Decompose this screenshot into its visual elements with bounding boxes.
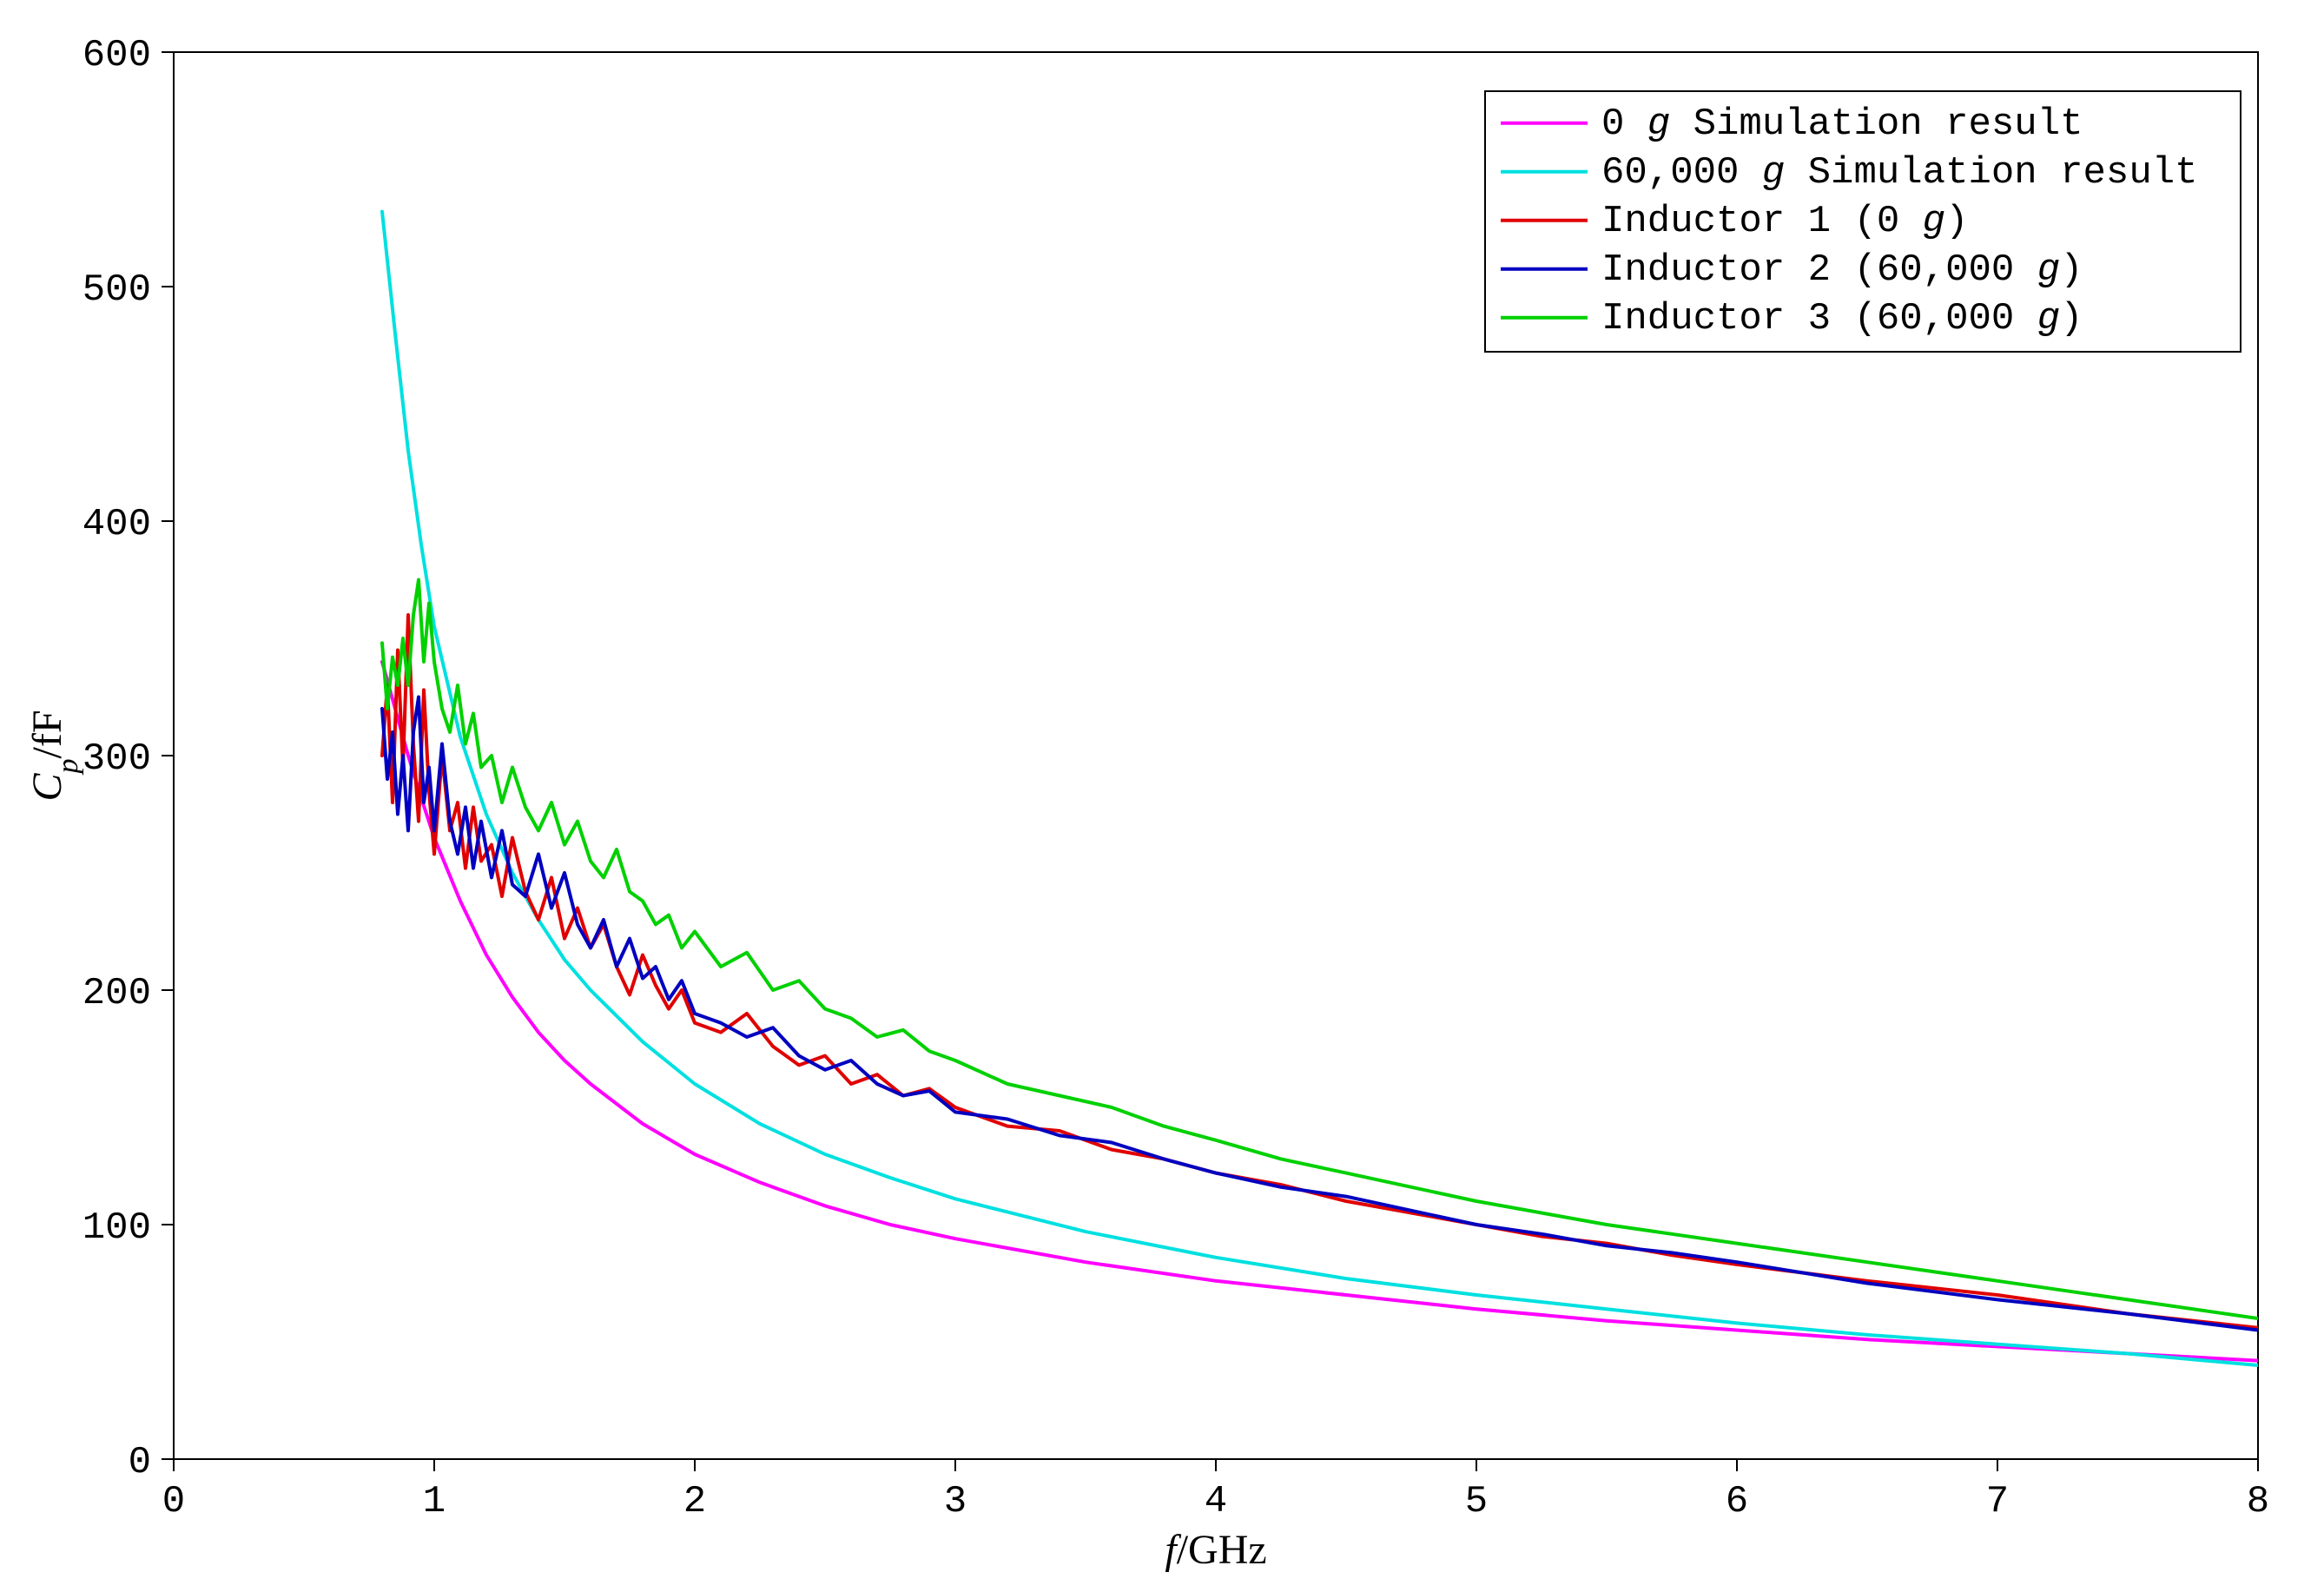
x-tick-label: 7 xyxy=(1986,1480,2009,1523)
x-tick-label: 6 xyxy=(1726,1480,1748,1523)
x-axis-label: f/GHz xyxy=(1165,1527,1266,1573)
legend-label-ind3: Inductor 3 (60,000 g) xyxy=(1601,297,2083,340)
legend-label-sim_60kg: 60,000 g Simulation result xyxy=(1601,151,2198,195)
y-tick-label: 500 xyxy=(83,268,151,312)
x-tick-label: 8 xyxy=(2247,1480,2269,1523)
y-tick-label: 600 xyxy=(83,34,151,77)
legend-label-sim_0g: 0 g Simulation result xyxy=(1601,102,2083,146)
y-tick-label: 400 xyxy=(83,503,151,546)
x-tick-label: 5 xyxy=(1465,1480,1488,1523)
chart-container: 0123456780100200300400500600f/GHzCp/fF0 … xyxy=(0,0,2324,1592)
chart-svg: 0123456780100200300400500600f/GHzCp/fF0 … xyxy=(0,0,2324,1592)
x-tick-label: 4 xyxy=(1205,1480,1227,1523)
y-tick-label: 100 xyxy=(83,1206,151,1250)
legend-label-ind2: Inductor 2 (60,000 g) xyxy=(1601,248,2083,292)
x-tick-label: 2 xyxy=(683,1480,706,1523)
y-tick-label: 0 xyxy=(129,1441,151,1484)
y-tick-label: 300 xyxy=(83,737,151,781)
legend-label-ind1: Inductor 1 (0 g) xyxy=(1601,200,1968,243)
y-tick-label: 200 xyxy=(83,972,151,1015)
x-tick-label: 0 xyxy=(162,1480,185,1523)
x-tick-label: 3 xyxy=(944,1480,967,1523)
x-tick-label: 1 xyxy=(423,1480,446,1523)
